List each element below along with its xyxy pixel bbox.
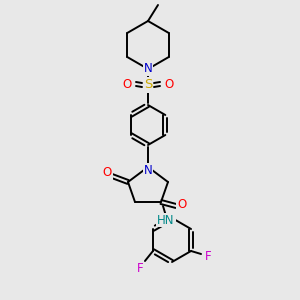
Text: S: S <box>144 79 152 92</box>
Text: O: O <box>177 199 187 212</box>
Text: F: F <box>205 250 212 262</box>
Text: N: N <box>144 164 152 176</box>
Text: O: O <box>164 77 174 91</box>
Text: O: O <box>122 77 132 91</box>
Text: N: N <box>144 62 152 76</box>
Text: HN: HN <box>157 214 175 226</box>
Text: O: O <box>102 167 112 179</box>
Text: F: F <box>136 262 143 275</box>
